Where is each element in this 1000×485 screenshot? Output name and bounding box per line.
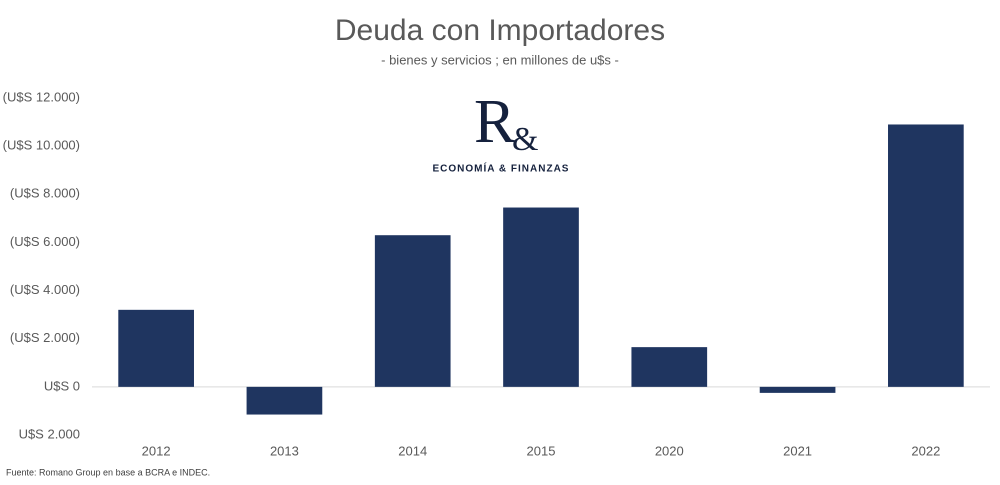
bar <box>503 207 579 387</box>
bar <box>759 386 836 393</box>
y-tick-label: (U$S 2.000) <box>10 330 80 345</box>
bar <box>246 386 323 415</box>
chart-subtitle: - bienes y servicios ; en millones de u$… <box>381 52 619 67</box>
x-tick-label: 2014 <box>398 443 427 458</box>
y-tick-label: (U$S 12.000) <box>3 89 80 104</box>
bar <box>118 309 194 387</box>
x-tick-label: 2022 <box>911 443 940 458</box>
y-tick-label: (U$S 6.000) <box>10 234 80 249</box>
y-tick-label: (U$S 4.000) <box>10 282 80 297</box>
x-tick-label: 2013 <box>270 443 299 458</box>
y-tick-label: U$S 2.000 <box>19 426 80 441</box>
chart-title: Deuda con Importadores <box>335 14 665 47</box>
bar <box>631 347 708 387</box>
y-tick-label: (U$S 8.000) <box>10 186 80 201</box>
source-note: Fuente: Romano Group en base a BCRA e IN… <box>6 467 210 477</box>
y-tick-label: (U$S 10.000) <box>3 138 80 153</box>
x-tick-label: 2020 <box>655 443 684 458</box>
logo-text: ECONOMÍA & FINANZAS <box>433 162 570 175</box>
x-tick-label: 2021 <box>783 443 812 458</box>
x-tick-label: 2012 <box>142 443 171 458</box>
x-tick-label: 2015 <box>527 443 556 458</box>
logo-ampersand: & <box>512 121 538 158</box>
bar <box>374 235 451 387</box>
logo-mark: R <box>474 88 516 156</box>
bar <box>888 124 964 387</box>
y-tick-label: U$S 0 <box>44 378 80 393</box>
